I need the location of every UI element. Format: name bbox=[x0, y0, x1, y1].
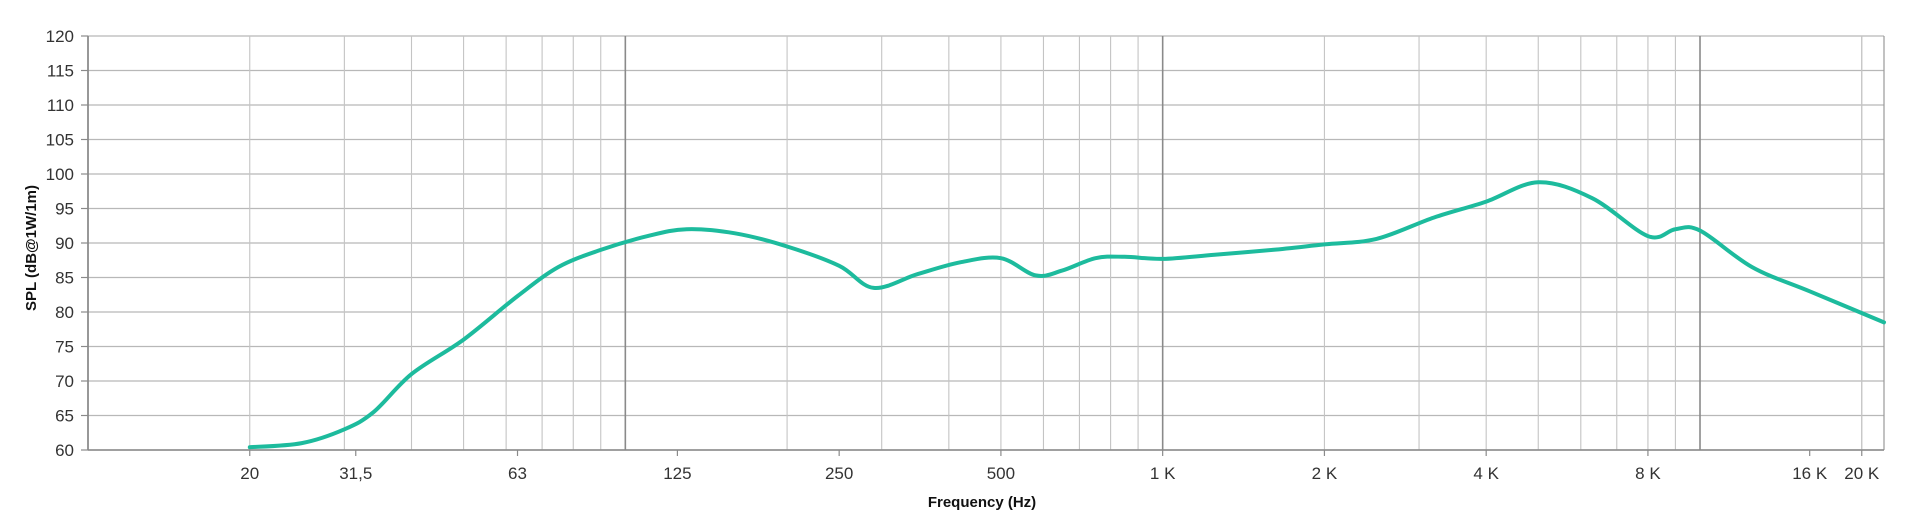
x-tick-label: 20 K bbox=[1844, 464, 1880, 483]
x-tick-label: 20 bbox=[240, 464, 259, 483]
axes bbox=[81, 35, 1884, 456]
y-tick-label: 75 bbox=[55, 338, 74, 357]
x-tick-label: 250 bbox=[825, 464, 853, 483]
grid bbox=[87, 35, 1885, 451]
y-tick-label: 115 bbox=[47, 62, 74, 81]
y-tick-label: 120 bbox=[46, 27, 74, 46]
y-tick-labels: 60 65 70 75 80 85 90 95 100 105 110 115 120 bbox=[46, 27, 74, 460]
x-tick-label: 16 K bbox=[1792, 464, 1828, 483]
y-tick-label: 100 bbox=[46, 165, 74, 184]
x-tick-label: 31,5 bbox=[339, 464, 372, 483]
y-tick-label: 105 bbox=[46, 131, 74, 150]
x-axis-title: Frequency (Hz) bbox=[928, 494, 1036, 511]
y-axis-title: SPL (dB@1W/1m) bbox=[23, 185, 40, 311]
y-tick-label: 95 bbox=[55, 200, 74, 219]
x-tick-label: 1 K bbox=[1150, 464, 1176, 483]
x-tick-label: 2 K bbox=[1312, 464, 1338, 483]
spl-response-line bbox=[247, 180, 1886, 450]
x-tick-label: 500 bbox=[987, 464, 1015, 483]
y-tick-label: 80 bbox=[55, 303, 74, 322]
y-tick-label: 110 bbox=[47, 96, 74, 115]
y-tick-label: 65 bbox=[55, 407, 74, 426]
y-tick-label: 85 bbox=[55, 269, 74, 288]
y-tick-label: 90 bbox=[55, 234, 74, 253]
x-tick-label: 63 bbox=[508, 464, 527, 483]
y-tick-label: 70 bbox=[55, 372, 74, 391]
y-tick-label: 60 bbox=[55, 441, 74, 460]
x-tick-labels: 20 31,5 63 125 250 500 1 K 2 K 4 K 8 K 16 K 20 K bbox=[240, 464, 1880, 483]
x-tick-label: 125 bbox=[663, 464, 691, 483]
x-tick-label: 8 K bbox=[1635, 464, 1661, 483]
x-tick-label: 4 K bbox=[1473, 464, 1499, 483]
